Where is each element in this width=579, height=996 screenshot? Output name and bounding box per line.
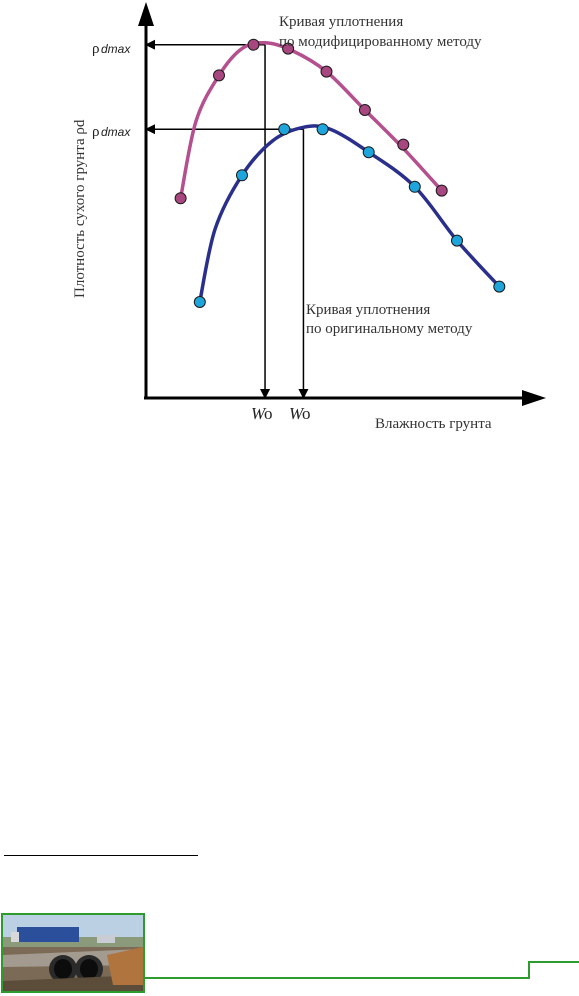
- series-label-original-line1: Кривая уплотнения: [306, 302, 430, 318]
- reference-lines: [145, 39, 309, 399]
- x-marker-original: W o: [289, 404, 311, 423]
- y-marker-original: ρ dmax: [92, 124, 131, 140]
- series-label-modified-line1: Кривая уплотнения: [279, 14, 403, 30]
- data-point-modified-0: [174, 192, 187, 205]
- series-label-modified: Кривая уплотнения по модифицированному м…: [279, 14, 482, 50]
- data-point-modified-5: [358, 104, 371, 116]
- y-marker-modified-symbol: ρ: [92, 41, 100, 57]
- y-marker-original-symbol: ρ: [92, 124, 100, 140]
- x-marker-original-sub: o: [302, 404, 311, 423]
- data-point-modified-4: [320, 65, 333, 78]
- series-label-original-line2: по оригинальному методу: [306, 321, 473, 337]
- series-label-original: Кривая уплотнения по оригинальному метод…: [306, 302, 473, 337]
- culvert-photo: [3, 915, 143, 991]
- y-marker-original-sub: dmax: [101, 125, 131, 139]
- series-line-original: [198, 124, 502, 304]
- data-point-modified-3: [282, 42, 295, 55]
- x-marker-modified: W o: [251, 404, 273, 423]
- series-line-modified: [178, 40, 444, 201]
- x-marker-modified-sub: o: [264, 404, 273, 423]
- data-point-modified-1: [213, 69, 225, 82]
- y-axis-arrow: [138, 2, 154, 26]
- data-point-original-4: [362, 146, 375, 159]
- x-marker-original-main: W: [289, 404, 305, 423]
- y-marker-modified-sub: dmax: [101, 42, 131, 56]
- footnote-divider: [4, 855, 198, 856]
- y-axis-label: Плотность сухого грунта ρd: [72, 119, 88, 298]
- culvert-photo-thumbnail: [1, 913, 145, 993]
- data-point-modified-7: [435, 184, 448, 197]
- x-axis-label: Влажность грунта: [375, 416, 492, 432]
- footer-accent-polyline: [145, 961, 579, 979]
- x-axis-arrow: [522, 390, 546, 406]
- axes: [138, 2, 546, 406]
- data-point-original-3: [316, 123, 329, 136]
- data-point-modified-6: [397, 138, 410, 151]
- series-points: [174, 38, 506, 308]
- x-marker-modified-main: W: [251, 404, 267, 423]
- data-point-original-0: [193, 296, 206, 308]
- data-point-original-7: [493, 280, 506, 293]
- series-curves: [178, 40, 502, 304]
- data-point-original-5: [408, 180, 421, 193]
- y-marker-modified: ρ dmax: [92, 41, 131, 57]
- data-point-modified-2: [247, 38, 260, 51]
- data-point-original-6: [451, 234, 463, 247]
- data-point-original-2: [278, 123, 291, 136]
- data-point-original-1: [236, 169, 248, 182]
- compaction-chart: ρ dmax ρ dmax W o W o Влажность грунта П…: [72, 2, 546, 432]
- series-label-modified-line2: по модифицированному методу: [279, 34, 482, 50]
